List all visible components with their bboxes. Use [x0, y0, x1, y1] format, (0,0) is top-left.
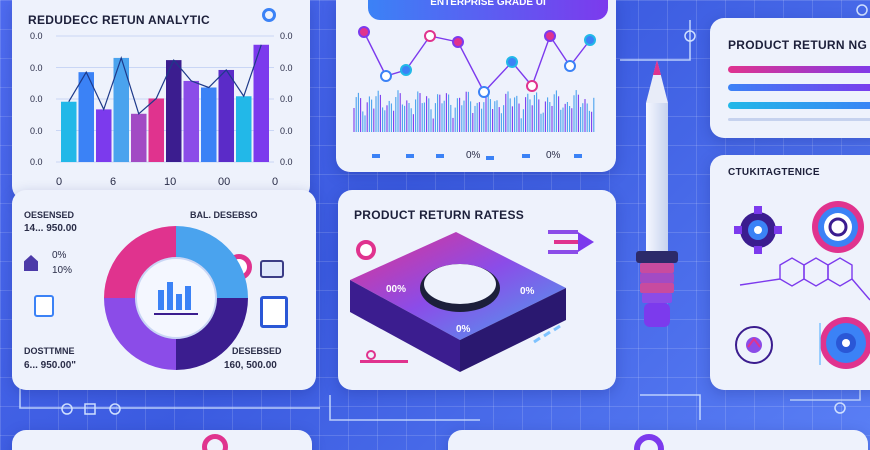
data-point: [380, 70, 392, 82]
data-point: [358, 26, 370, 38]
donut-top-right-label: BAL. DESEBSO: [190, 210, 258, 220]
return-tracking-title: PRODUCT RETURN NG: [728, 38, 868, 52]
bar-k: [236, 96, 252, 162]
data-point: [584, 34, 596, 46]
integration-title: CTUKITAGTENICE: [728, 167, 820, 178]
bar-g: [166, 60, 182, 162]
data-point: [564, 60, 576, 72]
top-banner-title: ENTERPRISE GRADE UI: [430, 0, 546, 8]
pen-edit-icon[interactable]: [34, 295, 54, 317]
progress-bar-1: [728, 66, 870, 73]
slab-label-3: 0%: [456, 324, 471, 335]
y-tick-left: 0.0: [30, 62, 43, 73]
bottom-left-card: [12, 430, 312, 450]
camera-icon[interactable]: [260, 260, 284, 278]
y-tick-left: 0.0: [30, 31, 43, 41]
bar-l: [253, 44, 269, 163]
donut-bottom-left-label: DOSTTMNE: [24, 346, 75, 356]
donut-bottom-right-label: DESEBSED: [232, 346, 282, 356]
y-tick-left: 0.0: [30, 125, 43, 136]
bar-d: [113, 57, 129, 163]
donut-bottom-right-value: 160, 500.00: [224, 360, 277, 371]
data-point: [424, 30, 436, 42]
donut-card: OESENSED 14... 950.00 BAL. DESEBSO 0% 10…: [12, 190, 316, 390]
bar-chart-title: REDUDECC RETUN ANALYTIC: [28, 13, 211, 27]
y-tick-right: 0.0: [280, 157, 293, 167]
progress-bar-4: [728, 118, 870, 121]
line-chart-card: 0% 0%: [336, 0, 616, 172]
top-banner: ENTERPRISE GRADE UI: [368, 0, 608, 20]
donut-pct-a: 0%: [52, 250, 67, 261]
bar-h: [183, 80, 199, 162]
location-pin-icon: [24, 255, 38, 271]
y-tick-right: 0.0: [280, 94, 293, 104]
x-tick: 6: [110, 176, 117, 188]
x-tick: 00: [218, 176, 231, 188]
y-tick-left: 0.0: [30, 157, 43, 167]
x-marker: [574, 154, 582, 158]
donut-pct-b: 10%: [52, 265, 73, 276]
bar-j: [218, 69, 234, 162]
return-arrow-icon: [548, 230, 596, 256]
data-point: [526, 80, 538, 92]
y-tick-right: 0.0: [280, 31, 293, 41]
bar-chart: [56, 35, 274, 163]
pencil-icon: [636, 60, 678, 327]
progress-bar-3: [728, 102, 870, 109]
bar-e: [131, 113, 147, 162]
bar-chart-card: REDUDECC RETUN ANALYTIC 0.0 0.0 0.0 0.0 0.0 0…: [12, 0, 310, 200]
location-marker-icon: [356, 240, 376, 260]
data-point: [452, 36, 464, 48]
x-marker: [406, 154, 414, 158]
bar-f: [148, 98, 164, 162]
x-marker: [372, 154, 380, 158]
line-chart-label-2: 0%: [546, 150, 561, 161]
integration-graphic: [734, 201, 870, 369]
donut-chart: [104, 226, 248, 370]
data-point: [506, 56, 518, 68]
y-tick-right: 0.0: [280, 125, 293, 136]
x-tick: 0: [272, 176, 279, 188]
data-point: [544, 30, 556, 42]
y-tick-left: 0.0: [30, 94, 43, 104]
data-point: [478, 86, 490, 98]
trend-line: [363, 31, 591, 94]
line-chart-label-1: 0%: [466, 150, 481, 161]
bar-b: [78, 72, 94, 162]
donut-top-left-value: 14... 950.00: [24, 223, 77, 234]
bar-c: [96, 109, 112, 162]
return-tracking-card: PRODUCT RETURN NG: [710, 18, 870, 138]
y-tick-right: 0.0: [280, 62, 293, 73]
line-chart: [353, 26, 596, 160]
slab-label-1: 00%: [386, 284, 407, 295]
bar-trend-line: [68, 44, 262, 115]
progress-bar-2: [728, 84, 870, 91]
image-panel-icon: [260, 296, 288, 328]
return-rates-title: PRODUCT RETURN RATESS: [354, 208, 525, 222]
donut-bottom-left-value: 6... 950.00": [24, 360, 77, 371]
bar-a: [61, 101, 77, 162]
bar-i: [201, 87, 217, 162]
x-tick: 0: [56, 176, 63, 188]
slab-label-2: 0%: [520, 286, 535, 297]
return-rates-card: PRODUCT RETURN RATESS 00% 0% 0%: [338, 190, 616, 390]
donut-top-left-label: OESENSED: [24, 210, 75, 220]
x-marker: [436, 154, 444, 158]
data-point: [400, 64, 412, 76]
x-tick: 10: [164, 176, 177, 188]
pin-tool-icon: [360, 350, 410, 364]
integration-card: CTUKITAGTENICE: [710, 155, 870, 390]
isometric-slab: [350, 232, 566, 372]
x-marker: [522, 154, 530, 158]
settings-icon[interactable]: [262, 8, 276, 22]
bottom-right-card: [448, 430, 868, 450]
x-marker: [486, 156, 494, 160]
